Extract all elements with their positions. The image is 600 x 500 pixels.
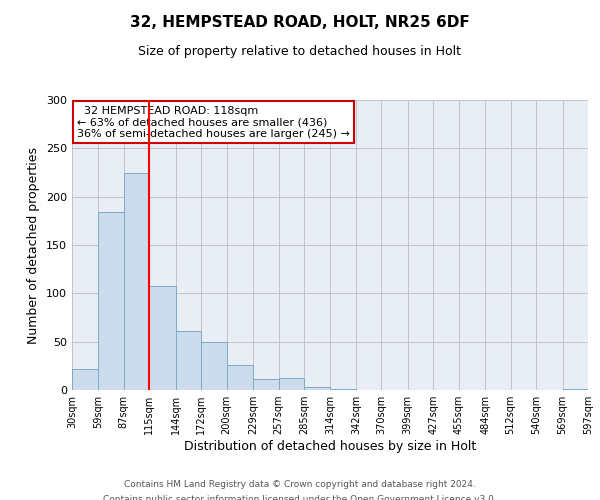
Bar [304, 387, 331, 390]
Bar [227, 365, 253, 390]
Y-axis label: Number of detached properties: Number of detached properties [28, 146, 40, 344]
Bar [176, 331, 201, 390]
Bar [124, 174, 149, 390]
Bar [278, 378, 304, 390]
Bar [563, 389, 588, 390]
Text: Contains HM Land Registry data © Crown copyright and database right 2024.: Contains HM Land Registry data © Crown c… [124, 480, 476, 489]
Text: Size of property relative to detached houses in Holt: Size of property relative to detached ho… [139, 45, 461, 58]
Bar [149, 286, 176, 390]
Text: 32, HEMPSTEAD ROAD, HOLT, NR25 6DF: 32, HEMPSTEAD ROAD, HOLT, NR25 6DF [130, 15, 470, 30]
Bar [253, 380, 278, 390]
Bar [98, 212, 124, 390]
Bar [331, 389, 356, 390]
Text: Contains public sector information licensed under the Open Government Licence v3: Contains public sector information licen… [103, 495, 497, 500]
Bar [72, 368, 98, 390]
X-axis label: Distribution of detached houses by size in Holt: Distribution of detached houses by size … [184, 440, 476, 453]
Text: 32 HEMPSTEAD ROAD: 118sqm  
← 63% of detached houses are smaller (436)
36% of se: 32 HEMPSTEAD ROAD: 118sqm ← 63% of detac… [77, 106, 350, 139]
Bar [201, 342, 227, 390]
